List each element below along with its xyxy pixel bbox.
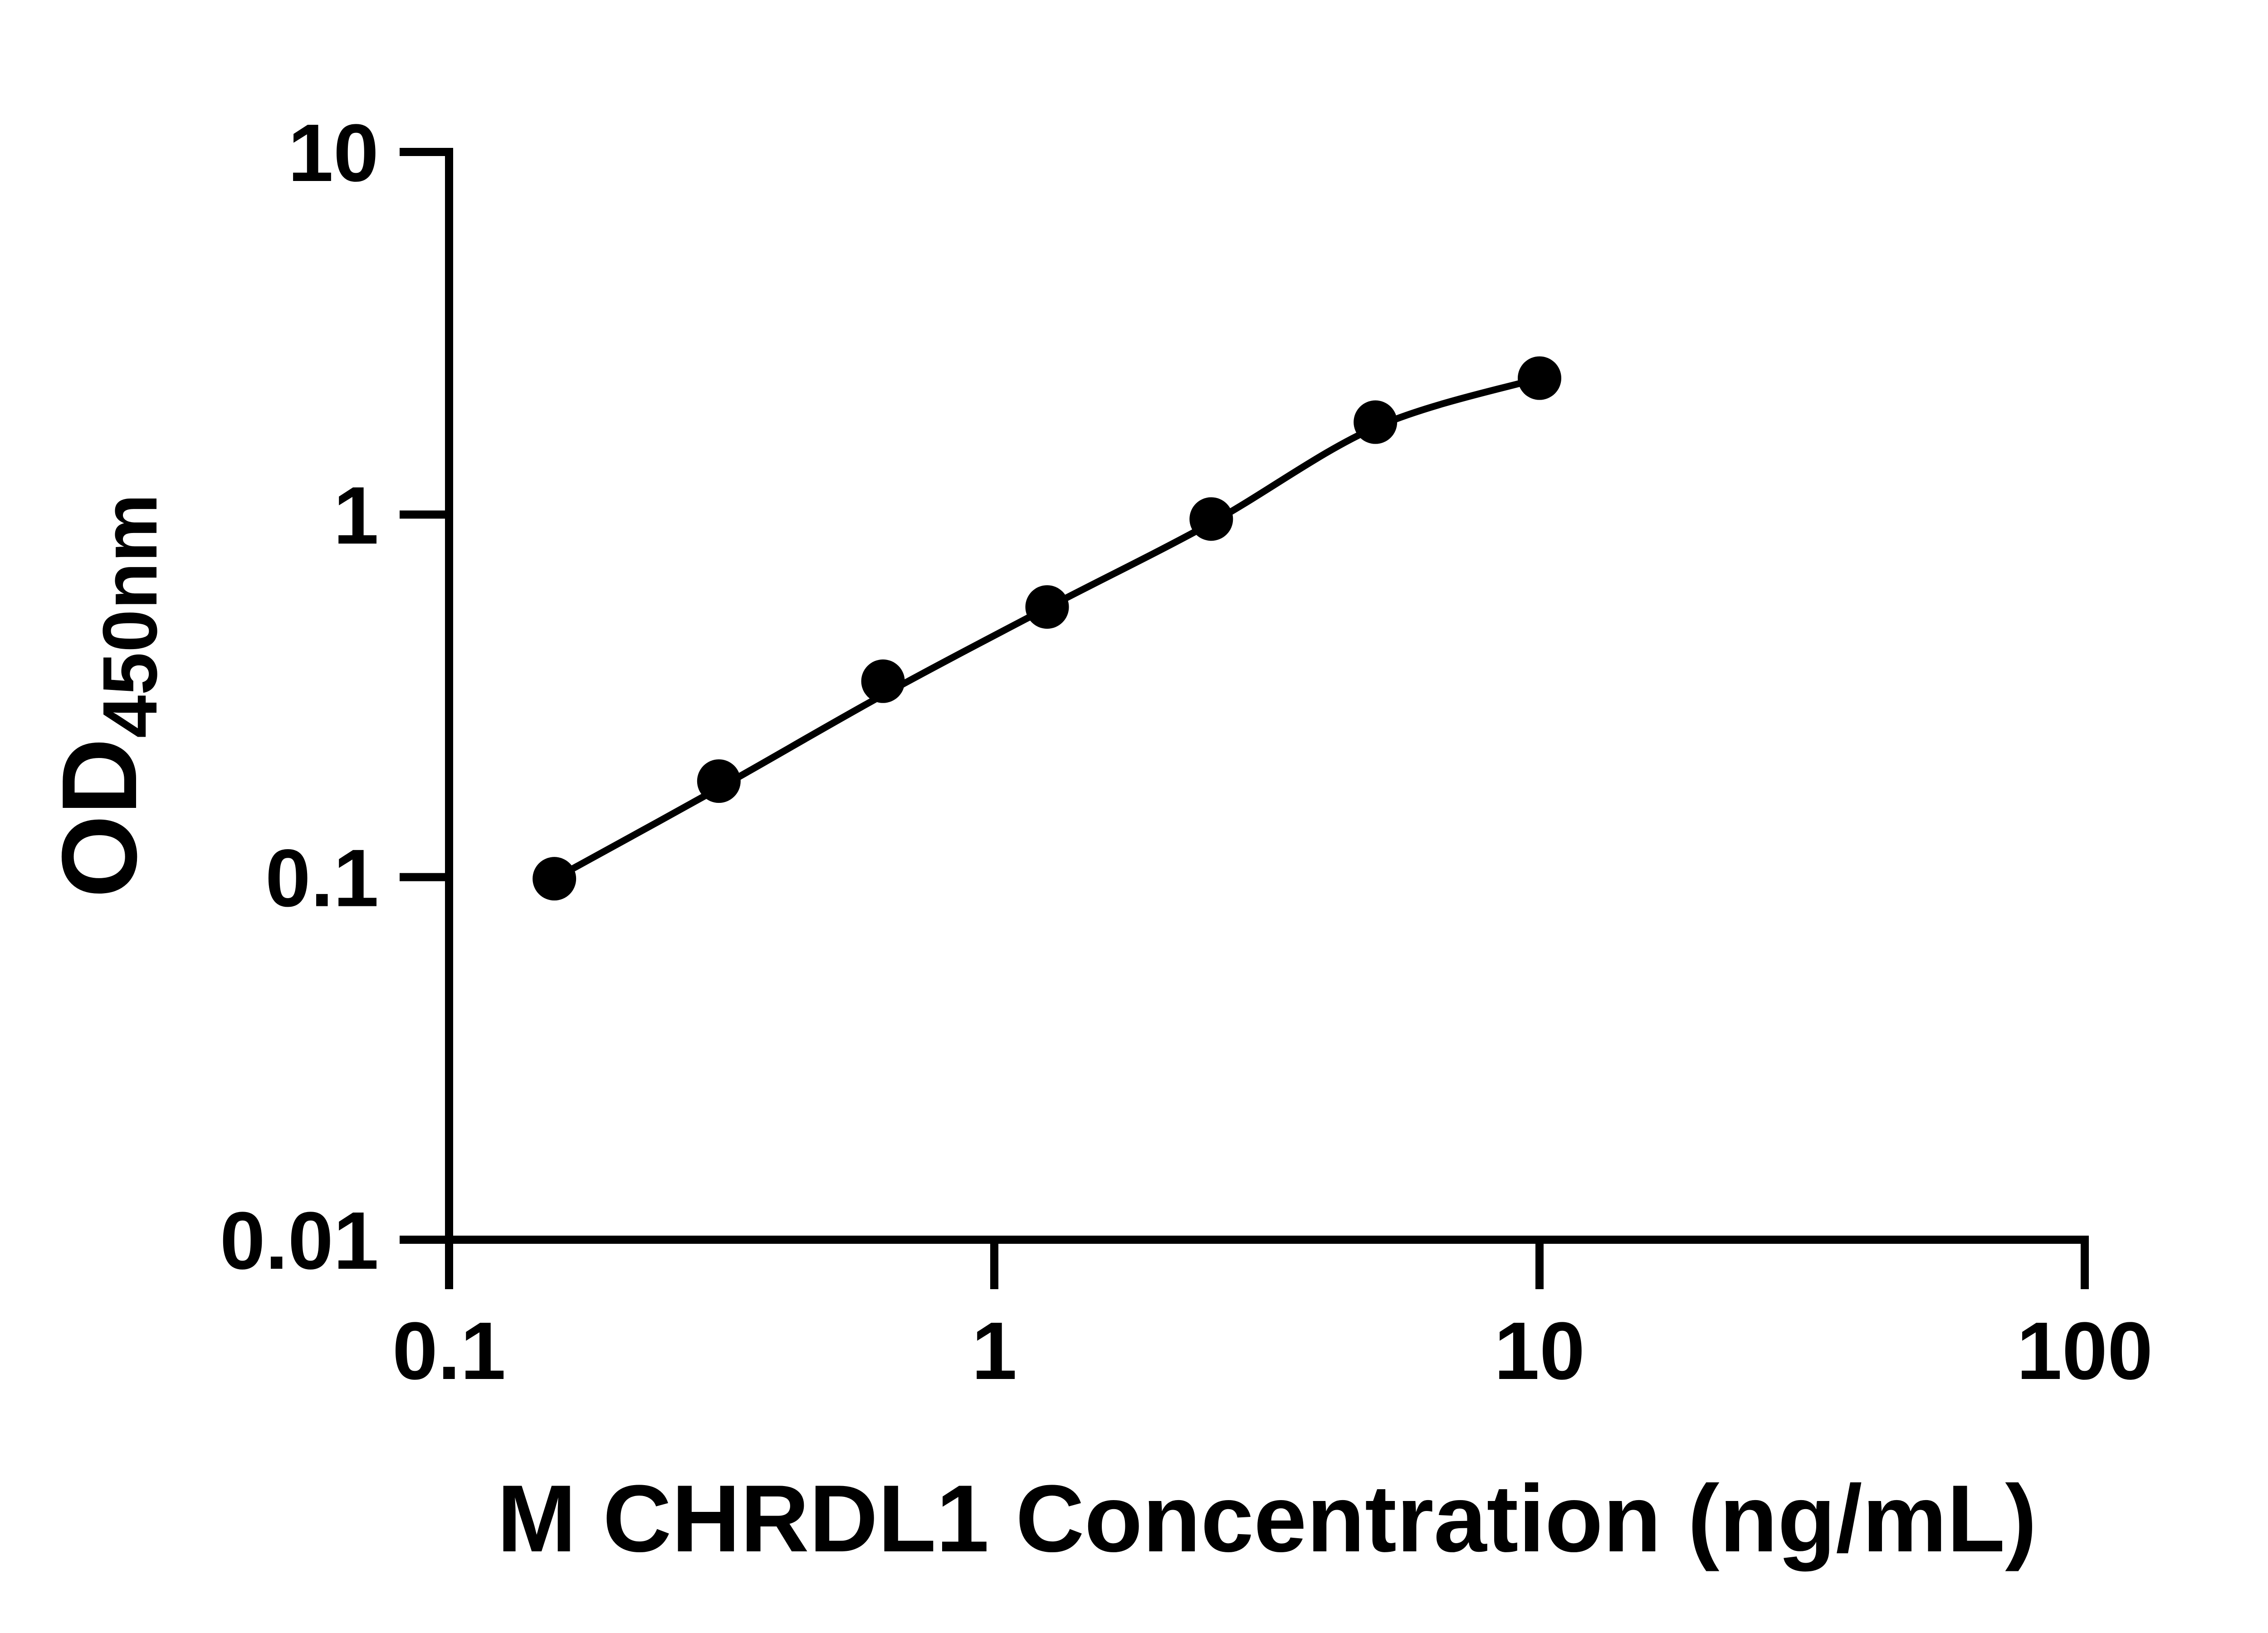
axes: [445, 148, 2089, 1244]
y-tick-label: 0.01: [220, 1195, 379, 1286]
x-tick-label: 1: [972, 1305, 1017, 1397]
data-point: [1518, 356, 1561, 400]
y-axis-title-main: OD: [39, 738, 159, 898]
data-points-group: [533, 356, 1561, 901]
data-point: [861, 659, 905, 703]
data-point: [1025, 585, 1069, 629]
data-point: [1189, 497, 1233, 541]
x-tick-label: 100: [2017, 1305, 2153, 1397]
y-axis-title-subscript: 450nm: [87, 494, 173, 738]
tick-marks: [400, 148, 2089, 1289]
y-tick-label: 10: [288, 108, 379, 199]
data-point: [533, 857, 577, 901]
data-point: [1354, 400, 1398, 444]
y-tick-label: 1: [333, 470, 379, 561]
data-point: [697, 759, 741, 803]
x-axis-title: M CHRDL1 Concentration (ng/mL): [497, 1465, 2037, 1572]
x-tick-label: 10: [1494, 1305, 1585, 1397]
y-tick-label: 0.1: [265, 833, 379, 924]
x-tick-label: 0.1: [392, 1305, 506, 1397]
y-axis-title: OD450nm: [39, 494, 173, 898]
